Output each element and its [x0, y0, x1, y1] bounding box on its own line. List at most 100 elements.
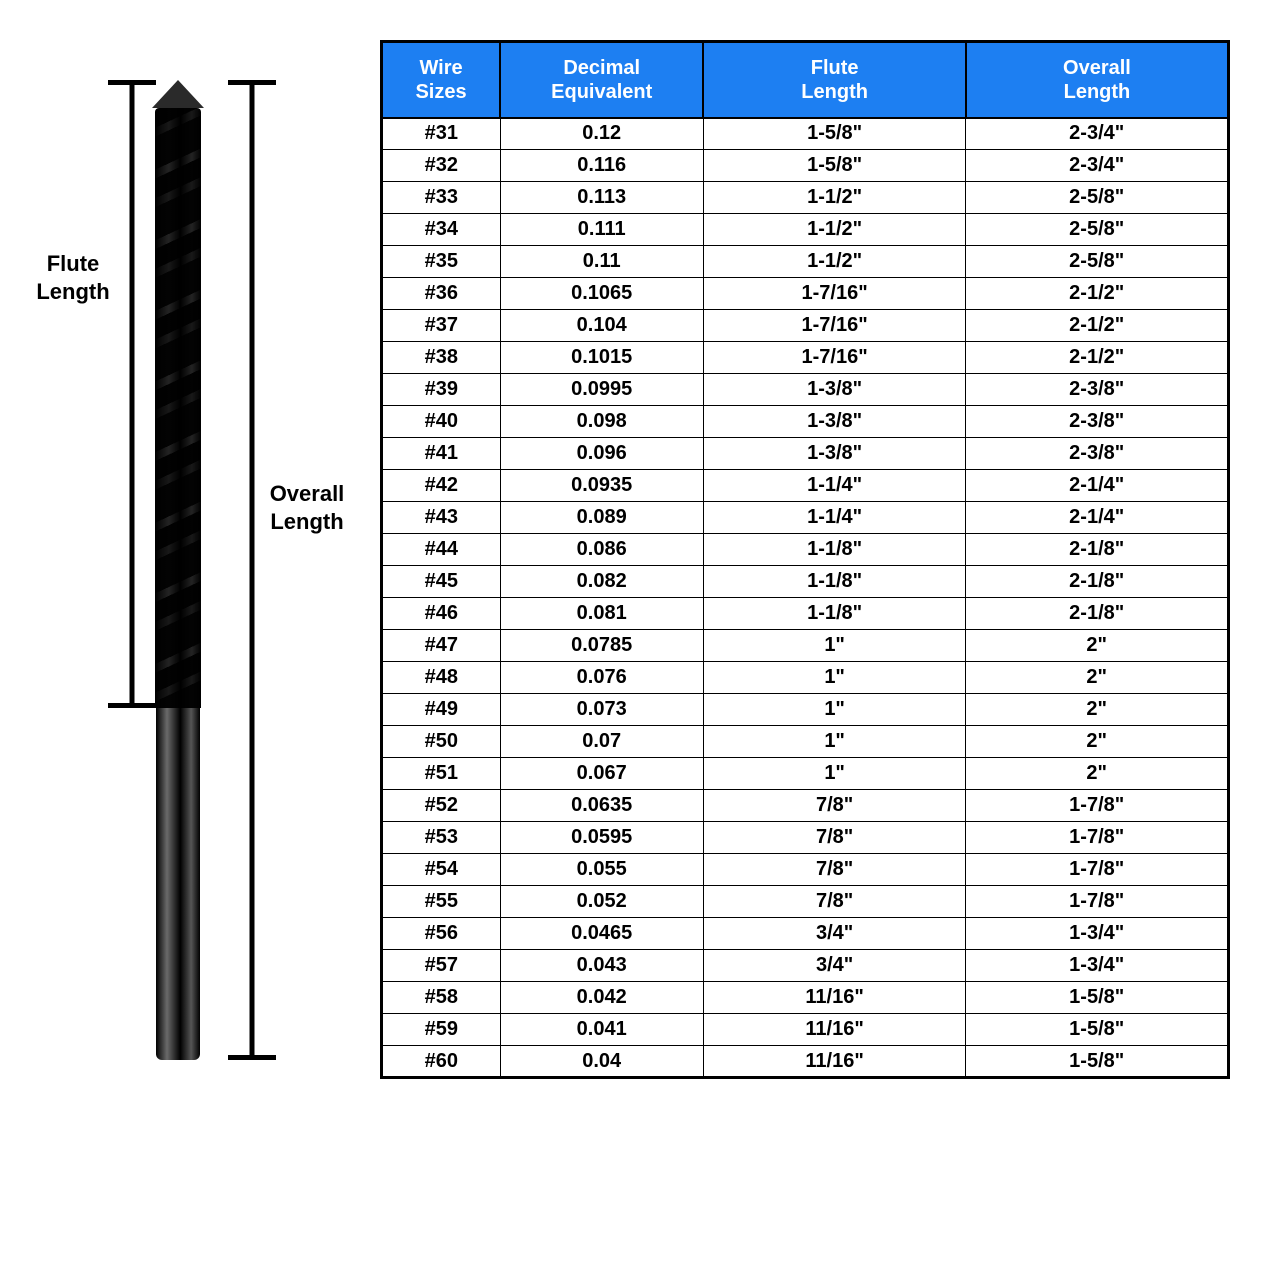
cell-wire: #44 [382, 534, 501, 566]
page: FluteLength OverallLength WireSizes Deci… [0, 0, 1280, 1280]
table-row: #450.0821-1/8"2-1/8" [382, 566, 1229, 598]
table-row: #330.1131-1/2"2-5/8" [382, 182, 1229, 214]
cell-dec: 0.0465 [500, 918, 703, 950]
col-header-decimal: DecimalEquivalent [500, 42, 703, 118]
cell-flute: 1-3/8" [703, 438, 966, 470]
cell-dec: 0.0935 [500, 470, 703, 502]
cell-overall: 2-1/2" [966, 342, 1229, 374]
table-row: #540.0557/8"1-7/8" [382, 854, 1229, 886]
cell-wire: #43 [382, 502, 501, 534]
table-row: #340.1111-1/2"2-5/8" [382, 214, 1229, 246]
size-table-panel: WireSizes DecimalEquivalent FluteLength … [370, 40, 1230, 1140]
cell-overall: 2-5/8" [966, 214, 1229, 246]
cell-dec: 0.067 [500, 758, 703, 790]
cell-wire: #45 [382, 566, 501, 598]
cell-dec: 0.11 [500, 246, 703, 278]
overall-bracket [228, 80, 276, 1060]
cell-overall: 2-1/4" [966, 470, 1229, 502]
cell-wire: #47 [382, 630, 501, 662]
cell-dec: 0.04 [500, 1046, 703, 1078]
table-row: #560.04653/4"1-3/4" [382, 918, 1229, 950]
table-row: #590.04111/16"1-5/8" [382, 1014, 1229, 1046]
flute-bracket [108, 80, 156, 708]
cell-wire: #34 [382, 214, 501, 246]
cell-dec: 0.081 [500, 598, 703, 630]
cell-wire: #46 [382, 598, 501, 630]
col-header-overall: OverallLength [966, 42, 1229, 118]
cell-flute: 1" [703, 726, 966, 758]
cell-overall: 2" [966, 630, 1229, 662]
cell-dec: 0.07 [500, 726, 703, 758]
overall-length-label: OverallLength [262, 480, 352, 535]
cell-overall: 2-3/4" [966, 118, 1229, 150]
cell-dec: 0.082 [500, 566, 703, 598]
cell-wire: #56 [382, 918, 501, 950]
cell-overall: 2-1/4" [966, 502, 1229, 534]
cell-dec: 0.12 [500, 118, 703, 150]
table-row: #350.111-1/2"2-5/8" [382, 246, 1229, 278]
cell-wire: #33 [382, 182, 501, 214]
cell-dec: 0.096 [500, 438, 703, 470]
col-header-flute: FluteLength [703, 42, 966, 118]
cell-overall: 1-5/8" [966, 982, 1229, 1014]
cell-overall: 2-1/8" [966, 598, 1229, 630]
cell-dec: 0.111 [500, 214, 703, 246]
table-row: #390.09951-3/8"2-3/8" [382, 374, 1229, 406]
cell-overall: 2-1/2" [966, 310, 1229, 342]
cell-dec: 0.116 [500, 150, 703, 182]
table-row: #530.05957/8"1-7/8" [382, 822, 1229, 854]
table-row: #460.0811-1/8"2-1/8" [382, 598, 1229, 630]
table-row: #360.10651-7/16"2-1/2" [382, 278, 1229, 310]
cell-wire: #52 [382, 790, 501, 822]
flute-length-label: FluteLength [28, 250, 118, 305]
table-row: #430.0891-1/4"2-1/4" [382, 502, 1229, 534]
cell-overall: 2-1/8" [966, 566, 1229, 598]
cell-flute: 1-7/16" [703, 278, 966, 310]
cell-dec: 0.113 [500, 182, 703, 214]
cell-dec: 0.098 [500, 406, 703, 438]
table-row: #480.0761"2" [382, 662, 1229, 694]
cell-wire: #54 [382, 854, 501, 886]
table-row: #440.0861-1/8"2-1/8" [382, 534, 1229, 566]
table-row: #580.04211/16"1-5/8" [382, 982, 1229, 1014]
cell-flute: 7/8" [703, 790, 966, 822]
table-row: #320.1161-5/8"2-3/4" [382, 150, 1229, 182]
cell-flute: 11/16" [703, 1046, 966, 1078]
cell-dec: 0.0595 [500, 822, 703, 854]
cell-flute: 1-1/8" [703, 598, 966, 630]
cell-flute: 1-3/8" [703, 374, 966, 406]
cell-flute: 11/16" [703, 982, 966, 1014]
cell-wire: #58 [382, 982, 501, 1014]
cell-flute: 7/8" [703, 822, 966, 854]
cell-wire: #59 [382, 1014, 501, 1046]
cell-flute: 1-1/8" [703, 566, 966, 598]
cell-overall: 2-5/8" [966, 246, 1229, 278]
cell-dec: 0.043 [500, 950, 703, 982]
size-table: WireSizes DecimalEquivalent FluteLength … [380, 40, 1230, 1079]
cell-overall: 1-3/4" [966, 918, 1229, 950]
cell-dec: 0.055 [500, 854, 703, 886]
table-row: #370.1041-7/16"2-1/2" [382, 310, 1229, 342]
cell-overall: 2" [966, 726, 1229, 758]
cell-wire: #55 [382, 886, 501, 918]
cell-wire: #35 [382, 246, 501, 278]
cell-dec: 0.1015 [500, 342, 703, 374]
cell-flute: 1-1/2" [703, 182, 966, 214]
col-header-wire: WireSizes [382, 42, 501, 118]
cell-dec: 0.086 [500, 534, 703, 566]
cell-flute: 3/4" [703, 918, 966, 950]
cell-wire: #41 [382, 438, 501, 470]
cell-flute: 1-1/2" [703, 214, 966, 246]
cell-flute: 1" [703, 662, 966, 694]
cell-wire: #53 [382, 822, 501, 854]
cell-flute: 1-1/4" [703, 470, 966, 502]
cell-overall: 2-3/8" [966, 374, 1229, 406]
cell-flute: 1" [703, 630, 966, 662]
cell-wire: #36 [382, 278, 501, 310]
cell-flute: 1" [703, 758, 966, 790]
cell-dec: 0.073 [500, 694, 703, 726]
table-row: #510.0671"2" [382, 758, 1229, 790]
table-header-row: WireSizes DecimalEquivalent FluteLength … [382, 42, 1229, 118]
cell-flute: 11/16" [703, 1014, 966, 1046]
cell-wire: #37 [382, 310, 501, 342]
